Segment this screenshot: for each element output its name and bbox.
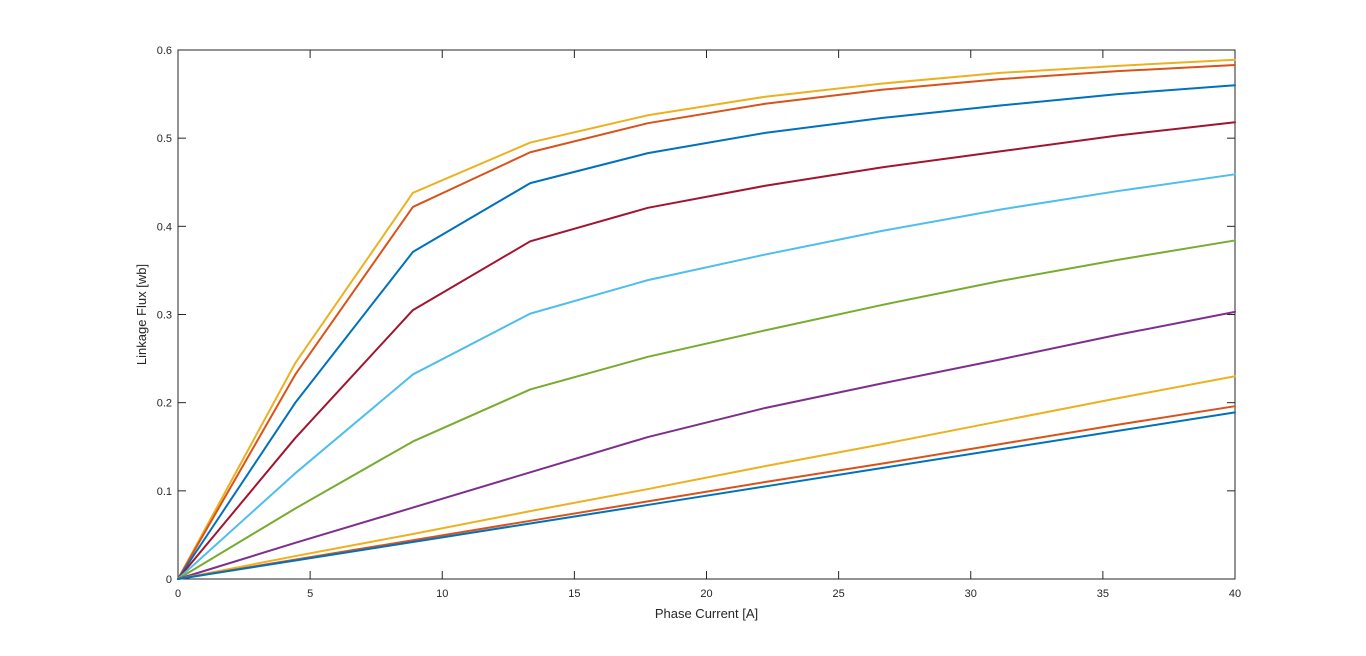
series-line-6 [177,239,1236,580]
x-tick-label: 30 [965,588,977,600]
x-axis-label: Phase Current [A] [655,606,758,621]
y-axis-label: Linkage Flux [wb] [134,264,149,365]
x-tick-label: 10 [436,588,448,600]
series-lines [177,58,1236,580]
y-tick-label: 0.2 [157,398,172,410]
x-tick-labels: 0 5 10 15 20 25 30 35 40 [175,588,1241,600]
x-tick-label: 20 [700,588,712,600]
y-tick-label: 0.1 [157,486,172,498]
series-line-5 [177,173,1236,580]
x-tick-label: 25 [833,588,845,600]
x-tick-label: 5 [307,588,313,600]
series-line-2 [177,63,1236,580]
series-line-9 [177,405,1236,580]
y-tick-label: 0 [166,574,172,586]
series-line-4 [177,121,1236,580]
series-line-1 [177,58,1236,580]
series-line-10 [177,411,1236,580]
series-line-7 [177,310,1236,580]
y-tick-label: 0.6 [157,45,172,57]
x-tick-label: 35 [1097,588,1109,600]
x-tick-label: 0 [175,588,181,600]
x-tick-label: 40 [1229,588,1241,600]
series-line-8 [177,375,1236,580]
y-tick-label: 0.5 [157,133,172,145]
y-tick-labels: 0 0.1 0.2 0.3 0.4 0.5 0.6 [157,45,172,586]
y-tick-label: 0.4 [157,221,172,233]
x-tick-label: 15 [568,588,580,600]
series-line-3 [177,84,1236,580]
y-tick-label: 0.3 [157,310,172,322]
